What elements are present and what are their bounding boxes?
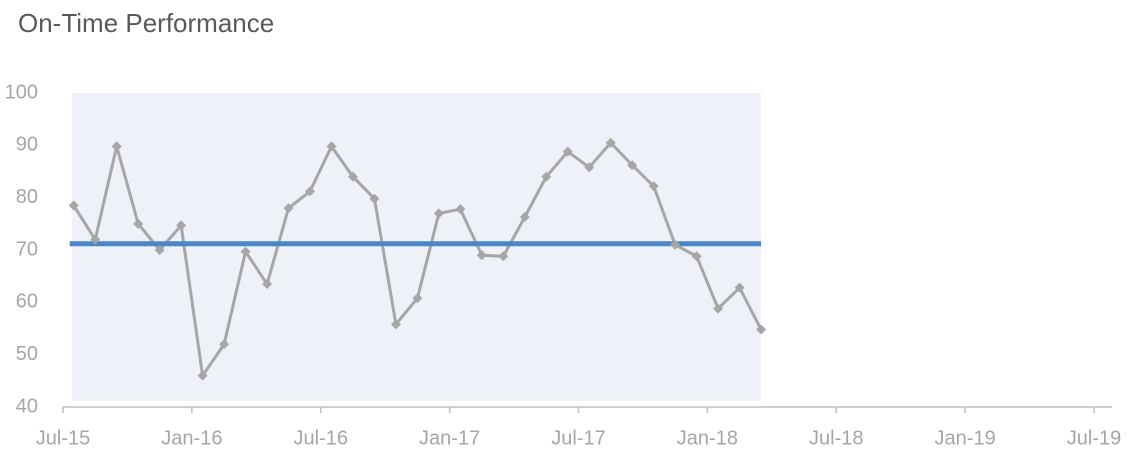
y-tick-label: 70 xyxy=(16,238,38,260)
point-marker xyxy=(670,239,681,250)
point-marker xyxy=(455,204,466,215)
x-tick-label: Jan-18 xyxy=(677,427,738,449)
chart-title: On-Time Performance xyxy=(18,8,274,38)
x-tick-label: Jan-19 xyxy=(935,427,996,449)
y-tick-label: 80 xyxy=(16,186,38,208)
point-marker xyxy=(756,324,767,335)
y-tick-label: 50 xyxy=(16,343,38,365)
point-marker xyxy=(283,203,294,214)
point-marker xyxy=(154,245,165,255)
point-marker xyxy=(390,319,401,330)
point-marker xyxy=(519,212,530,223)
y-tick-label: 60 xyxy=(16,291,38,313)
point-marker xyxy=(627,160,638,171)
point-marker xyxy=(219,339,230,350)
point-marker xyxy=(305,186,316,197)
point-marker xyxy=(68,200,79,211)
point-marker xyxy=(648,181,659,192)
point-marker xyxy=(541,171,552,182)
point-marker xyxy=(262,279,273,290)
point-marker xyxy=(605,137,616,148)
point-marker xyxy=(133,218,144,229)
point-marker xyxy=(369,193,380,204)
point-marker xyxy=(111,141,122,152)
point-marker xyxy=(433,208,444,219)
x-tick-label: Jul-19 xyxy=(1067,427,1121,449)
point-marker xyxy=(584,162,595,173)
x-tick-label: Jan-17 xyxy=(419,427,480,449)
x-tick-label: Jul-15 xyxy=(36,427,90,449)
point-marker xyxy=(476,250,487,261)
y-tick-label: 100 xyxy=(5,81,38,103)
point-marker xyxy=(691,251,702,262)
point-marker xyxy=(90,234,101,245)
point-marker xyxy=(197,370,208,381)
x-tick-label: Jul-17 xyxy=(551,427,605,449)
point-marker xyxy=(176,220,187,231)
point-marker xyxy=(326,141,337,152)
x-tick-label: Jan-16 xyxy=(161,427,222,449)
plot-background xyxy=(71,93,762,401)
point-marker xyxy=(240,246,251,257)
point-marker xyxy=(562,146,573,157)
x-tick-label: Jul-16 xyxy=(294,427,348,449)
point-marker xyxy=(713,303,724,314)
y-tick-label: 90 xyxy=(16,134,38,156)
point-marker xyxy=(412,293,423,304)
point-marker xyxy=(498,251,509,262)
x-tick-label: Jul-18 xyxy=(809,427,863,449)
point-marker xyxy=(734,282,745,293)
y-tick-label: 40 xyxy=(16,395,38,417)
point-marker xyxy=(347,171,358,182)
